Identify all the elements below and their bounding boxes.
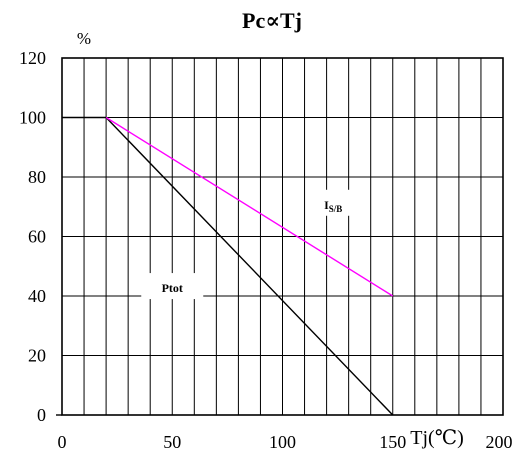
y-tick-label: 0 [37, 405, 46, 425]
x-tick-label: 0 [58, 432, 67, 452]
y-tick-label: 20 [28, 346, 46, 366]
x-tick-label: 200 [486, 432, 513, 452]
series-labels: Ptot IS/B [141, 189, 358, 300]
series-label: IS/B [309, 189, 358, 216]
series-label-text: IS/B [324, 198, 342, 214]
label-background [141, 273, 204, 300]
y-tick-label: 100 [19, 108, 46, 128]
x-tick-label: 50 [163, 432, 181, 452]
y-tick-label: 80 [28, 167, 46, 187]
tick-labels: 0 50 100 150 200 0 20 40 60 80 100 120 [19, 48, 513, 452]
series-line [105, 116, 394, 297]
chart-title: Pc∝Tj [242, 8, 302, 33]
grid [56, 57, 504, 416]
x-axis-label: Tj(℃) [410, 427, 463, 449]
y-axis-label: % [77, 29, 91, 48]
series-label: Ptot [141, 273, 204, 300]
x-tick-label: 100 [269, 432, 296, 452]
series-lines [62, 116, 394, 416]
series-line [62, 116, 394, 416]
y-tick-label: 40 [28, 286, 46, 306]
series-label-text: Ptot [162, 281, 183, 295]
x-tick-label: 150 [379, 432, 406, 452]
y-tick-label: 60 [28, 227, 46, 247]
y-tick-label: 120 [19, 48, 46, 68]
label-background [309, 189, 358, 216]
plot-frame [61, 57, 504, 416]
